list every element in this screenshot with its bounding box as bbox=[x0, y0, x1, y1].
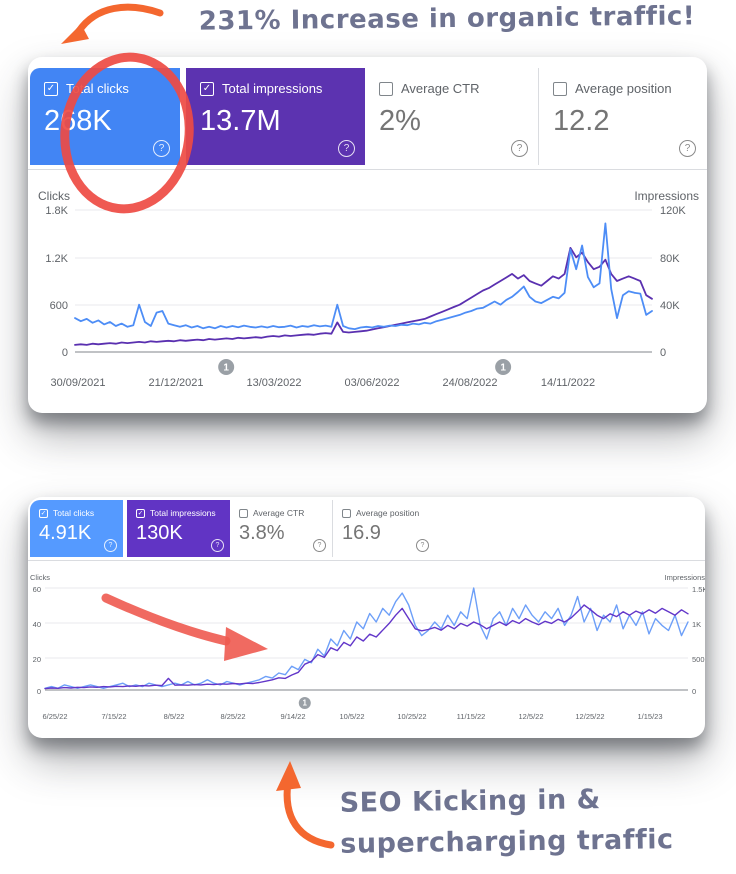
bottom-caption: SEO Kicking in & supercharging traffic bbox=[339, 777, 736, 865]
metric-card-total-clicks[interactable]: ✓ Total clicks 4.91K ? bbox=[30, 500, 123, 557]
metric-label: Average position bbox=[356, 508, 420, 518]
svg-text:40: 40 bbox=[33, 620, 41, 629]
metric-label: Average position bbox=[575, 81, 672, 96]
svg-text:1.8K: 1.8K bbox=[45, 205, 68, 217]
metric-value: 16.9 bbox=[342, 522, 381, 544]
metric-value: 13.7M bbox=[200, 105, 281, 137]
checkbox-average-ctr[interactable]: ✓ bbox=[379, 81, 393, 96]
svg-text:1.5K: 1.5K bbox=[692, 585, 705, 594]
svg-text:40K: 40K bbox=[660, 300, 680, 312]
help-icon[interactable]: ? bbox=[211, 539, 224, 552]
svg-text:1K: 1K bbox=[692, 620, 701, 629]
annotation-marker[interactable]: 1 bbox=[495, 359, 512, 375]
help-icon[interactable]: ? bbox=[416, 539, 429, 552]
metric-card-total-impressions[interactable]: ✓ Total impressions 130K ? bbox=[127, 500, 230, 557]
check-icon: ✓ bbox=[202, 83, 212, 94]
svg-text:7/15/22: 7/15/22 bbox=[101, 712, 126, 721]
svg-text:12/25/22: 12/25/22 bbox=[575, 712, 604, 721]
check-icon: ✓ bbox=[46, 83, 56, 94]
metric-card-average-ctr[interactable]: ✓ Average CTR 3.8% ? bbox=[230, 500, 332, 557]
svg-text:600: 600 bbox=[50, 300, 68, 312]
svg-text:Clicks: Clicks bbox=[38, 189, 70, 203]
metric-card-average-ctr[interactable]: ✓ Average CTR 2% ? bbox=[365, 68, 538, 165]
bottom-caption-line1: SEO Kicking in & bbox=[339, 784, 601, 819]
svg-text:03/06/2022: 03/06/2022 bbox=[344, 377, 399, 389]
metric-value: 2% bbox=[379, 105, 421, 137]
metric-value: 12.2 bbox=[553, 105, 610, 137]
metric-card-average-position[interactable]: ✓ Average position 12.2 ? bbox=[538, 68, 706, 165]
metric-value: 3.8% bbox=[239, 522, 285, 544]
svg-text:120K: 120K bbox=[660, 205, 686, 217]
svg-text:80K: 80K bbox=[660, 253, 680, 265]
svg-text:500: 500 bbox=[692, 655, 705, 664]
metric-value: 4.91K bbox=[39, 522, 92, 544]
metric-value: 130K bbox=[136, 522, 183, 544]
checkbox-total-impressions[interactable]: ✓ bbox=[200, 81, 214, 96]
bottom-caption-line2: supercharging traffic bbox=[340, 824, 674, 860]
curved-arrow-bottom-head-icon bbox=[276, 761, 301, 791]
help-icon[interactable]: ? bbox=[153, 140, 170, 157]
metric-label: Total impressions bbox=[222, 81, 323, 96]
metric-label: Total impressions bbox=[150, 508, 216, 518]
svg-text:Impressions: Impressions bbox=[634, 189, 699, 203]
metric-label: Average CTR bbox=[401, 81, 480, 96]
help-icon[interactable]: ? bbox=[511, 140, 528, 157]
metric-value: 268K bbox=[44, 105, 112, 137]
help-icon[interactable]: ? bbox=[313, 539, 326, 552]
metric-label: Total clicks bbox=[53, 508, 95, 518]
metric-card-total-clicks[interactable]: ✓ Total clicks 268K ? bbox=[30, 68, 180, 165]
svg-text:0: 0 bbox=[692, 687, 696, 696]
help-icon[interactable]: ? bbox=[338, 140, 355, 157]
checkbox-total-clicks[interactable]: ✓ bbox=[44, 81, 58, 96]
svg-text:0: 0 bbox=[62, 347, 68, 359]
svg-text:1.2K: 1.2K bbox=[45, 253, 68, 265]
metric-label: Total clicks bbox=[66, 81, 129, 96]
svg-text:0: 0 bbox=[37, 687, 41, 696]
help-icon[interactable]: ? bbox=[104, 539, 117, 552]
performance-line-chart-seo-launch[interactable]: 60 40 20 0 1.5K 1K 500 0 Clicks Impressions 6/25/2… bbox=[28, 572, 705, 730]
svg-text:6/25/22: 6/25/22 bbox=[42, 712, 67, 721]
svg-text:Clicks: Clicks bbox=[30, 573, 50, 582]
svg-text:20: 20 bbox=[33, 655, 41, 664]
card-strip-divider bbox=[28, 169, 707, 170]
annotation-marker[interactable]: 1 bbox=[218, 359, 235, 375]
top-caption: 231% Increase in organic traffic! bbox=[198, 1, 696, 37]
curved-arrow-bottom-icon bbox=[283, 778, 335, 849]
svg-text:11/15/22: 11/15/22 bbox=[457, 712, 486, 721]
checkbox-average-ctr[interactable]: ✓ bbox=[239, 508, 248, 518]
svg-text:8/5/22: 8/5/22 bbox=[164, 712, 185, 721]
svg-text:9/14/22: 9/14/22 bbox=[280, 712, 305, 721]
svg-text:14/11/2022: 14/11/2022 bbox=[541, 377, 595, 389]
svg-text:21/12/2021: 21/12/2021 bbox=[148, 377, 203, 389]
svg-text:13/03/2022: 13/03/2022 bbox=[246, 377, 301, 389]
svg-text:60: 60 bbox=[33, 585, 41, 594]
curved-arrow-top-head-icon bbox=[61, 24, 89, 44]
svg-text:0: 0 bbox=[660, 347, 666, 359]
checkbox-total-clicks[interactable]: ✓ bbox=[39, 508, 48, 518]
performance-line-chart-16-months[interactable]: 1.8K 1.2K 600 0 120K 80K 40K 0 Clicks Impressions… bbox=[28, 185, 707, 395]
checkbox-average-position[interactable]: ✓ bbox=[553, 81, 567, 96]
svg-text:24/08/2022: 24/08/2022 bbox=[442, 377, 497, 389]
svg-text:Impressions: Impressions bbox=[665, 573, 705, 582]
metric-label: Average CTR bbox=[253, 508, 305, 518]
card-strip-divider bbox=[28, 560, 705, 561]
checkbox-average-position[interactable]: ✓ bbox=[342, 508, 351, 518]
help-icon[interactable]: ? bbox=[679, 140, 696, 157]
svg-text:1: 1 bbox=[223, 363, 229, 374]
checkbox-total-impressions[interactable]: ✓ bbox=[136, 508, 145, 518]
svg-text:12/5/22: 12/5/22 bbox=[518, 712, 543, 721]
svg-text:1: 1 bbox=[303, 699, 308, 708]
svg-text:10/5/22: 10/5/22 bbox=[339, 712, 364, 721]
metric-card-total-impressions[interactable]: ✓ Total impressions 13.7M ? bbox=[186, 68, 365, 165]
annotation-marker[interactable]: 1 bbox=[298, 697, 311, 709]
svg-text:10/25/22: 10/25/22 bbox=[397, 712, 426, 721]
svg-text:8/25/22: 8/25/22 bbox=[220, 712, 245, 721]
curved-arrow-top-icon bbox=[75, 3, 164, 35]
svg-text:30/09/2021: 30/09/2021 bbox=[50, 377, 105, 389]
svg-text:1: 1 bbox=[500, 363, 506, 374]
svg-text:1/15/23: 1/15/23 bbox=[637, 712, 662, 721]
metric-card-average-position[interactable]: ✓ Average position 16.9 ? bbox=[332, 500, 435, 557]
